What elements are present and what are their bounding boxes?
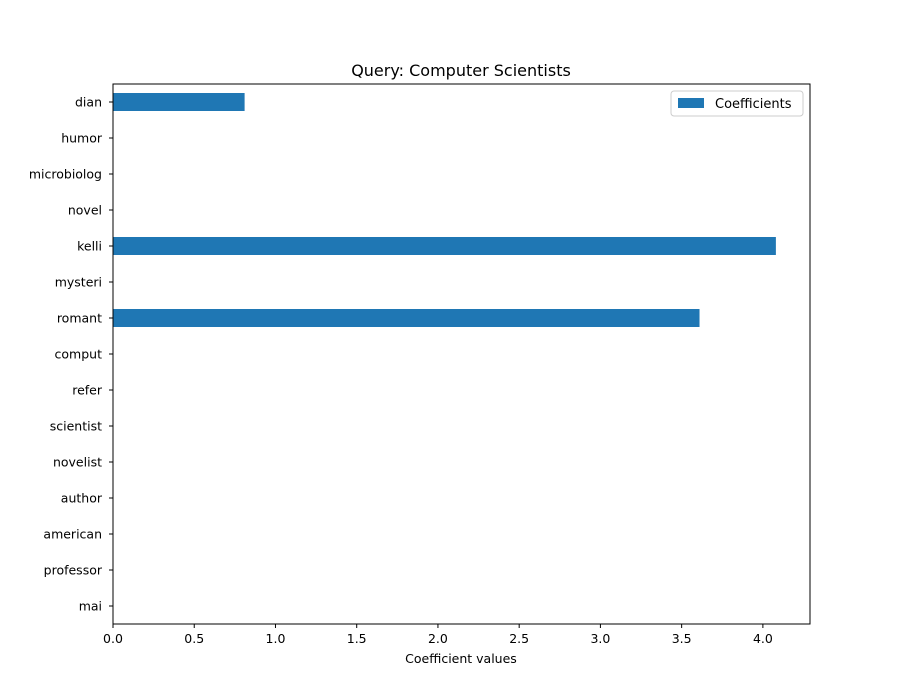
x-axis-ticks: 0.0 0.5 1.0 1.5 2.0 2.5 3.0 3.5 4.0 xyxy=(103,624,773,646)
y-tick-label: kelli xyxy=(77,239,102,254)
x-tick-label: 0.5 xyxy=(184,631,204,646)
legend: Coefficients xyxy=(670,90,804,117)
y-tick-label: mysteri xyxy=(55,275,102,290)
legend-label: Coefficients xyxy=(715,97,792,112)
bars-layer xyxy=(113,93,776,327)
y-tick-label: humor xyxy=(61,131,103,146)
bar-romant xyxy=(113,309,700,327)
bar-dian xyxy=(113,93,245,111)
x-tick-label: 1.5 xyxy=(347,631,367,646)
chart-title: Query: Computer Scientists xyxy=(351,61,571,80)
x-tick-label: 3.0 xyxy=(590,631,610,646)
y-tick-label: romant xyxy=(57,311,102,326)
y-tick-label: dian xyxy=(75,95,102,110)
x-tick-label: 0.0 xyxy=(103,631,123,646)
y-tick-label: novel xyxy=(68,203,102,218)
y-tick-label: scientist xyxy=(50,419,102,434)
y-tick-label: american xyxy=(43,527,102,542)
x-tick-label: 1.0 xyxy=(266,631,286,646)
legend-swatch xyxy=(678,98,704,108)
y-tick-label: novelist xyxy=(53,455,102,470)
plot-frame xyxy=(112,83,811,625)
y-tick-label: microbiolog xyxy=(29,167,102,182)
x-tick-label: 2.5 xyxy=(509,631,529,646)
bar-kelli xyxy=(113,237,776,255)
y-tick-label: mai xyxy=(79,599,102,614)
x-axis-title: Coefficient values xyxy=(405,651,517,666)
y-tick-label: professor xyxy=(44,563,103,578)
y-tick-label: refer xyxy=(72,383,103,398)
legend-box xyxy=(670,90,804,117)
y-axis-ticks: dian humor microbiolog novel kelli mysteri rom… xyxy=(29,95,113,614)
x-tick-label: 3.5 xyxy=(672,631,692,646)
y-tick-label: author xyxy=(61,491,103,506)
x-tick-label: 4.0 xyxy=(753,631,773,646)
x-tick-label: 2.0 xyxy=(428,631,448,646)
y-tick-label: comput xyxy=(55,347,103,362)
